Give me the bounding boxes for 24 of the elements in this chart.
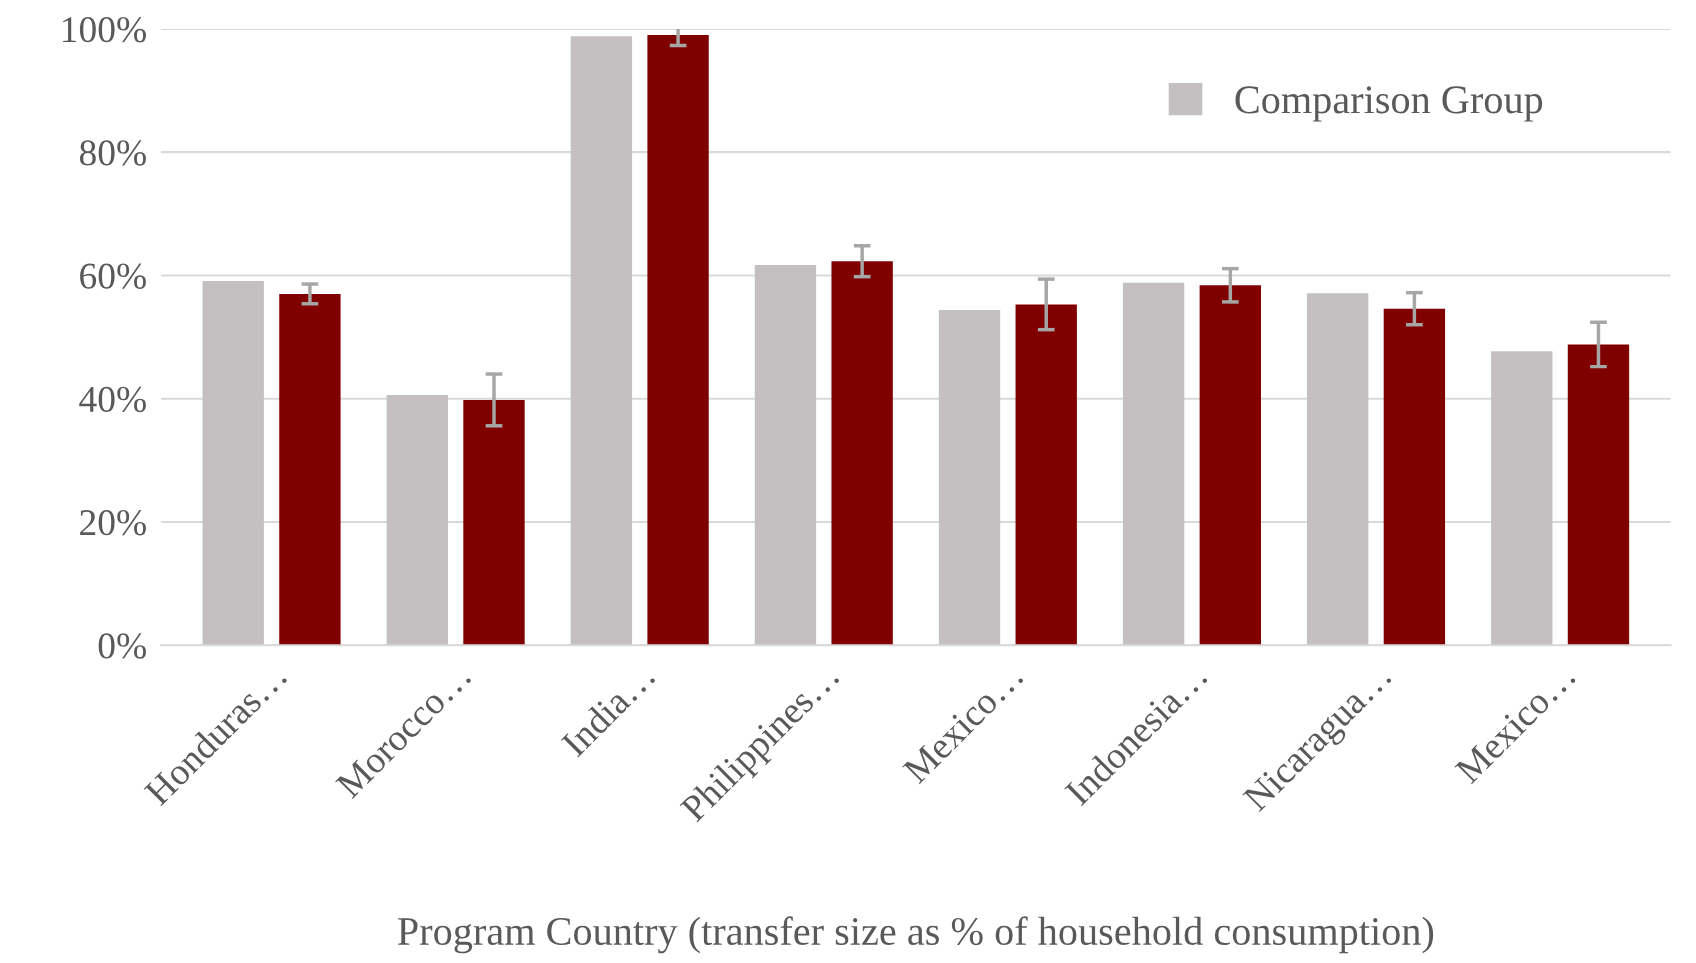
legend-label: Comparison Group [1235,86,1543,122]
bar [202,280,264,646]
bar [831,261,893,646]
bar [754,264,817,646]
bar [570,36,633,646]
bar [279,293,341,646]
x-axis-title: Program Country (transfer size as % of household consumption) [397,916,1434,954]
bar [1199,285,1261,646]
bar [1491,351,1553,646]
bar [1015,304,1077,646]
bar [386,394,448,646]
bar [647,35,709,646]
y-tick-label: 20% [80,510,146,536]
bar [1567,344,1630,646]
y-tick-label: 80% [79,140,146,166]
y-tick-label: 0% [98,633,146,659]
bar [1122,282,1185,646]
bar [1383,308,1446,646]
y-tick-label: 40% [79,386,146,413]
bar [1307,293,1369,646]
y-tick-label: 100% [63,16,146,43]
y-tick-label: 60% [80,263,146,289]
bar [938,309,1001,646]
bar [463,399,525,646]
